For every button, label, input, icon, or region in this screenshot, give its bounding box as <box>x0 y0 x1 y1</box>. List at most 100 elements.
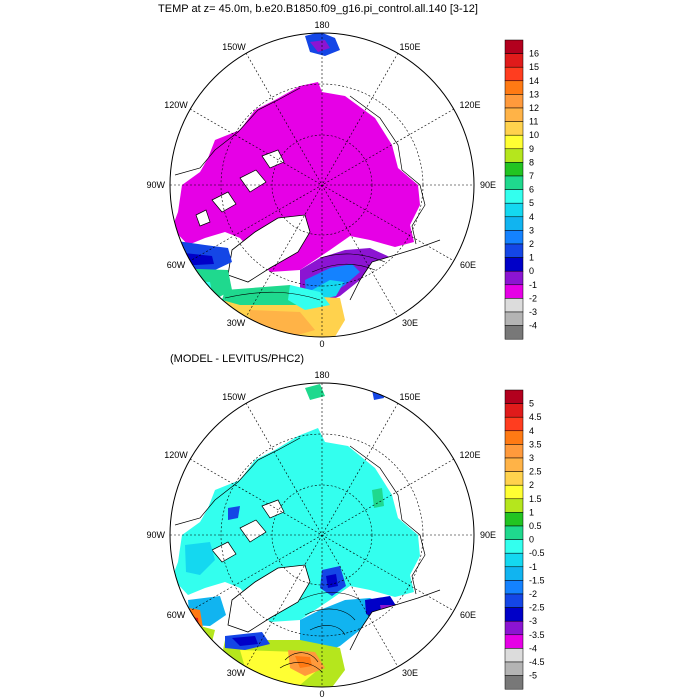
lon-label: 30W <box>227 318 246 328</box>
colorbar-tick-label: -0.5 <box>529 548 545 558</box>
colorbar-tick-label: 4.5 <box>529 412 542 422</box>
lon-label: 90E <box>480 530 496 540</box>
lon-label: 30E <box>402 668 418 678</box>
colorbar-tick-label: 0.5 <box>529 521 542 531</box>
colorbar-swatch <box>504 175 524 190</box>
colorbar-tick-label: 5 <box>529 399 534 409</box>
lon-label: 180 <box>314 20 329 30</box>
colorbar-tick-label: 4 <box>529 426 534 436</box>
lon-label: 180 <box>314 370 329 380</box>
lon-label: 120E <box>459 100 480 110</box>
colorbar-tick-label: 7 <box>529 171 534 181</box>
colorbar-swatch <box>504 162 524 177</box>
colorbar-swatch <box>504 270 524 286</box>
panel-2-lon-labels: 180 0 90W 90E 150W 120W 150E 120E 60W 30… <box>146 370 496 699</box>
colorbar-tick-label: 14 <box>529 76 539 86</box>
panel-2-map-disk <box>170 383 474 687</box>
lon-label: 150W <box>222 42 246 52</box>
colorbar-tick-label: 1 <box>529 253 534 263</box>
panel-1-arctic-cold-water <box>172 82 420 272</box>
colorbar-tick-label: 1 <box>529 507 534 517</box>
colorbar-tick-label: -3.5 <box>529 630 545 640</box>
lon-label: 120E <box>459 450 480 460</box>
colorbar-swatch <box>504 403 524 418</box>
colorbar-swatch <box>504 430 524 445</box>
colorbar-swatch <box>504 389 524 404</box>
colorbar-swatch <box>504 80 524 95</box>
colorbar-swatch <box>504 484 524 500</box>
lon-label: 120W <box>164 100 188 110</box>
colorbar-swatch <box>504 107 524 122</box>
colorbar-tick-label: 5 <box>529 198 534 208</box>
colorbar-tick-label: 12 <box>529 103 539 113</box>
colorbar-swatch <box>504 444 524 459</box>
colorbar-swatch <box>504 148 524 163</box>
colorbar-tick-label: 3 <box>529 225 534 235</box>
panel-1-lon-labels: 180 0 90W 90E 150W 120W 150E 120E 60W 30… <box>146 20 496 349</box>
colorbar-swatch <box>504 134 524 150</box>
panel-1-map-disk <box>170 33 474 337</box>
lon-label: 30E <box>402 318 418 328</box>
lon-label: 90W <box>146 530 165 540</box>
lon-label: 60W <box>167 610 186 620</box>
colorbar-swatch <box>504 202 524 218</box>
lon-label: 150E <box>399 42 420 52</box>
colorbar-swatch <box>504 566 524 581</box>
colorbar-swatch <box>504 593 524 608</box>
colorbar-swatch <box>504 189 524 204</box>
colorbar-swatch <box>504 311 524 326</box>
colorbar-tick-label: 2.5 <box>529 467 542 477</box>
colorbar-swatch <box>504 471 524 486</box>
panel-2-difference-map: (MODEL - LEVITUS/PHC2) <box>146 353 544 699</box>
colorbar-tick-label: -5 <box>529 671 537 681</box>
colorbar-tick-label: 0 <box>529 535 534 545</box>
colorbar-swatch <box>504 243 524 258</box>
panel-1-map-border <box>169 32 475 338</box>
colorbar-swatch <box>504 498 524 513</box>
colorbar-tick-label: -2 <box>529 293 537 303</box>
colorbar-tick-label: 9 <box>529 144 534 154</box>
colorbar-tick-label: -3 <box>529 307 537 317</box>
colorbar-swatch <box>504 580 524 595</box>
lon-label: 60E <box>460 260 476 270</box>
lon-label: 120W <box>164 450 188 460</box>
colorbar-swatch <box>504 230 524 245</box>
panel-1-temperature-map: TEMP at z= 45.0m, b.e20.B1850.f09_g16.pi… <box>146 3 539 349</box>
colorbar-swatch <box>504 298 524 313</box>
colorbar-swatch <box>504 416 524 432</box>
colorbar-tick-label: -2.5 <box>529 603 545 613</box>
colorbar-swatch <box>504 53 524 68</box>
colorbar-swatch <box>504 457 524 472</box>
colorbar-tick-label: 0 <box>529 266 534 276</box>
colorbar-swatch <box>504 39 524 54</box>
colorbar-tick-label: 2 <box>529 239 534 249</box>
colorbar-tick-label: 8 <box>529 157 534 167</box>
colorbar-tick-label: -2 <box>529 589 537 599</box>
colorbar-swatch <box>504 607 524 622</box>
panel-2-arctic-water <box>172 428 420 622</box>
colorbar-tick-label: 3 <box>529 453 534 463</box>
lon-label: 60W <box>167 260 186 270</box>
lon-label: 0 <box>319 339 324 349</box>
lon-label: 150E <box>399 392 420 402</box>
lon-label: 0 <box>319 689 324 699</box>
colorbar-tick-label: -4 <box>529 321 537 331</box>
panel-1-archipelago <box>195 149 285 227</box>
colorbar-swatch <box>504 512 524 527</box>
lon-label: 90E <box>480 180 496 190</box>
colorbar-swatch <box>504 539 524 554</box>
colorbar-tick-label: 4 <box>529 212 534 222</box>
colorbar-swatch <box>504 525 524 540</box>
colorbar-swatch <box>504 552 524 568</box>
panel-2-greenland <box>227 564 311 633</box>
panel-1-greenland <box>227 214 311 283</box>
colorbar-tick-label: -1 <box>529 562 537 572</box>
colorbar-tick-label: 13 <box>529 89 539 99</box>
panel-2-title: (MODEL - LEVITUS/PHC2) <box>170 353 304 365</box>
lon-label: 90W <box>146 180 165 190</box>
colorbar-swatch <box>504 620 524 636</box>
colorbar-swatch <box>504 216 524 231</box>
lon-label: 60E <box>460 610 476 620</box>
colorbar-swatch <box>504 675 524 690</box>
